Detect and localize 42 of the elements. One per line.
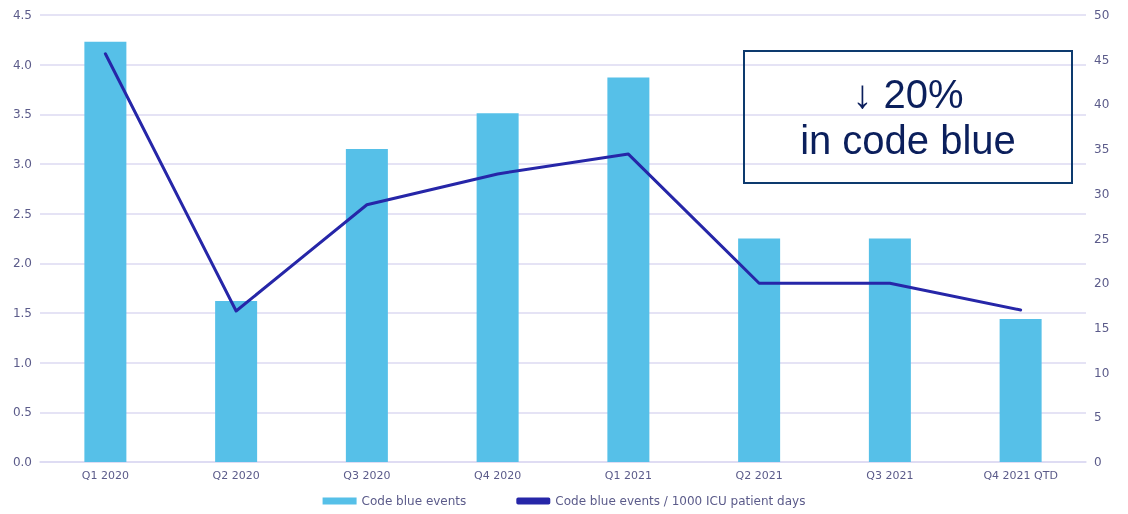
y2-tick-label: 50 xyxy=(1094,8,1110,22)
x-tick-label: Q4 2020 xyxy=(474,469,522,482)
bar xyxy=(84,41,127,462)
y-tick-label: 1.5 xyxy=(12,306,32,320)
y-tick-label: 2.0 xyxy=(12,256,32,271)
x-tick-label: Q2 2020 xyxy=(212,469,260,482)
bar xyxy=(999,318,1042,462)
bar xyxy=(738,238,781,462)
line-series xyxy=(103,52,1023,313)
y2-tick-label: 40 xyxy=(1094,97,1110,112)
bar xyxy=(476,113,519,462)
x-tick-label: Q2 2021 xyxy=(735,469,783,482)
x-tick-label: Q1 2020 xyxy=(81,469,129,482)
y-tick-label: 2.5 xyxy=(12,206,32,221)
bar xyxy=(607,77,650,462)
y2-tick-label: 20 xyxy=(1094,276,1110,291)
x-tick-label: Q3 2020 xyxy=(343,469,391,482)
y2-tick-label: 0 xyxy=(1094,455,1102,469)
y-tick-label: 0.0 xyxy=(12,455,32,469)
y2-tick-label: 35 xyxy=(1094,142,1110,157)
legend-label: Code blue events / 1000 ICU patient days xyxy=(555,494,806,508)
annotation: in code blue xyxy=(799,117,1017,163)
y2-tick-label: 5 xyxy=(1094,410,1102,425)
bar xyxy=(345,149,388,462)
bar xyxy=(868,238,911,462)
y-tick-label: 3.5 xyxy=(12,107,32,122)
x-tick-label: Q4 2021 QTD xyxy=(983,469,1058,482)
bar xyxy=(215,301,258,462)
y2-tick-label: 30 xyxy=(1094,186,1110,201)
y2-tick-label: 15 xyxy=(1094,320,1110,335)
y2-tick-label: 10 xyxy=(1094,365,1110,380)
x-tick-label: Q1 2021 xyxy=(604,469,652,482)
annotation: ↓ 20% xyxy=(851,71,965,117)
y-tick-label: 4.0 xyxy=(12,57,32,72)
y-tick-label: 4.5 xyxy=(12,8,32,22)
y-tick-label: 0.5 xyxy=(12,405,32,420)
y-tick-label: 1.0 xyxy=(12,355,32,370)
x-tick-label: Q3 2021 xyxy=(866,469,914,482)
y2-tick-label: 25 xyxy=(1094,231,1110,246)
y2-tick-label: 45 xyxy=(1094,52,1110,67)
legend-label: Code blue events xyxy=(361,494,467,508)
y-tick-label: 3.0 xyxy=(12,157,32,171)
